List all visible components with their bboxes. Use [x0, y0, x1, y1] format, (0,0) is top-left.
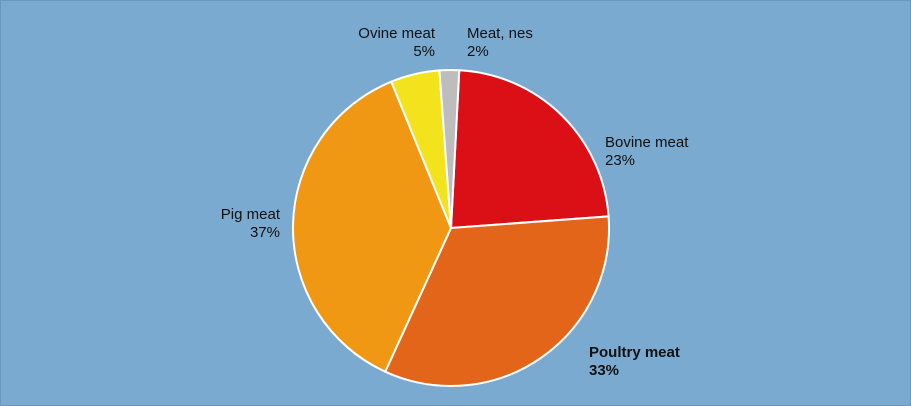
label-poultry-meat: Poultry meat 33%	[589, 344, 680, 380]
slice-meat-nes	[438, 69, 461, 229]
label-meat-nes: Meat, nes 2%	[467, 25, 533, 61]
label-bovine-meat: Bovine meat 23%	[605, 134, 688, 170]
label-pig-meat-name: Pig meat	[220, 206, 280, 223]
label-pig-meat-value: 37%	[249, 224, 280, 241]
label-ovine-meat-value: 5%	[413, 43, 435, 60]
slice-bovine-meat	[450, 69, 610, 229]
pie-slices	[292, 69, 610, 387]
label-poultry-meat-name: Poultry meat	[589, 344, 680, 361]
label-ovine-meat-name: Ovine meat	[358, 25, 435, 42]
slice-poultry-meat	[384, 215, 610, 387]
label-poultry-meat-value: 33%	[589, 362, 620, 379]
label-meat-nes-name: Meat, nes	[467, 25, 533, 42]
label-meat-nes-value: 2%	[467, 43, 489, 60]
label-bovine-meat-name: Bovine meat	[605, 134, 689, 151]
label-bovine-meat-value: 23%	[605, 152, 636, 169]
label-ovine-meat: Ovine meat 5%	[358, 25, 435, 61]
slice-pig-meat	[292, 80, 452, 373]
label-pig-meat: Pig meat 37%	[221, 206, 280, 242]
